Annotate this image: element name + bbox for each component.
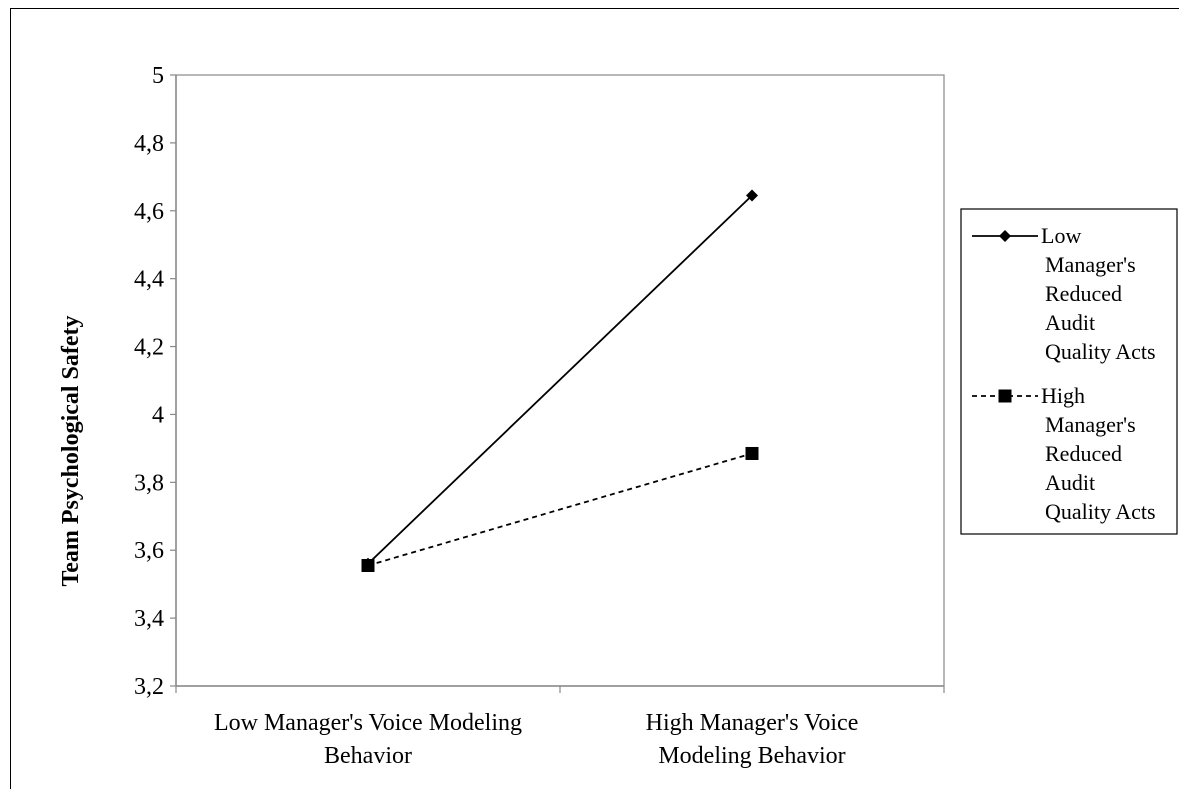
series-line-2	[367, 452, 753, 567]
data-point-2	[361, 558, 375, 572]
y-tick-label: 4,4	[134, 267, 164, 293]
legend-label-1: Low Manager's Reduced Audit Quality Acts	[1041, 223, 1156, 364]
y-tick-label: 5	[152, 63, 164, 89]
data-point-2	[745, 446, 759, 460]
legend: Low Manager's Reduced Audit Quality Acts High…	[960, 208, 1178, 535]
legend-label-2: High Manager's Reduced Audit Quality Acts	[1041, 383, 1156, 524]
y-tick-label: 3,2	[134, 674, 164, 700]
y-axis-label: Team Psychological Safety	[58, 315, 84, 586]
series-lines	[367, 194, 753, 567]
series-line-1	[367, 194, 753, 565]
x-category-label: High Manager's Voice Modeling Behavior	[646, 710, 859, 769]
y-tick-label: 4,2	[134, 335, 164, 361]
y-tick-label: 3,6	[134, 538, 164, 564]
y-tick-label: 3,4	[134, 606, 164, 632]
x-category-label: Low Manager's Voice Modeling Behavior	[214, 710, 522, 769]
legend-marker-2	[998, 389, 1012, 403]
legend-marker-1	[999, 230, 1011, 242]
series-markers	[361, 189, 759, 572]
data-point-1	[746, 189, 758, 202]
y-tick-label: 4,8	[134, 131, 164, 157]
legend-box	[960, 208, 1178, 535]
y-tick-label: 4	[152, 402, 164, 428]
y-tick-label: 4,6	[134, 199, 164, 225]
y-tick-label: 3,8	[134, 470, 164, 496]
chart-frame	[10, 8, 1179, 789]
x-categories: Low Manager's Voice Modeling Behavior High…	[175, 686, 945, 769]
y-ticks: 3,2 3,4 3,6 3,8 4 4,2 4,4 4,6 4,8 5	[134, 63, 176, 700]
